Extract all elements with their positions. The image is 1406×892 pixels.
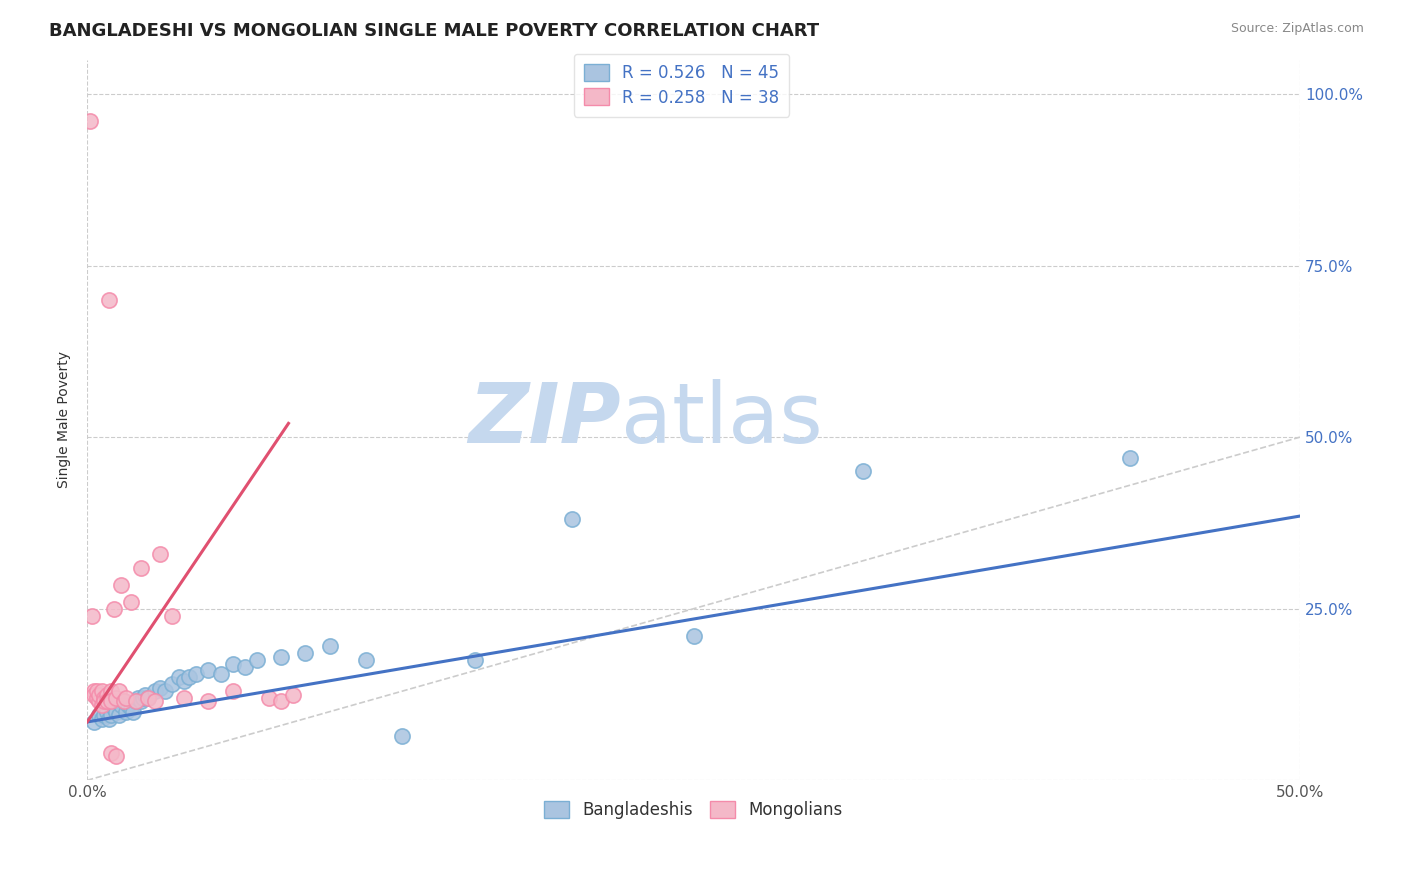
- Point: [112, 694, 135, 708]
- Point: [100, 746, 122, 760]
- Point: [98, 712, 121, 726]
- Point: [124, 694, 146, 708]
- Point: [136, 690, 159, 705]
- Point: [83, 688, 105, 702]
- Point: [257, 690, 280, 705]
- Point: [143, 684, 166, 698]
- Point: [149, 547, 172, 561]
- Point: [96, 705, 118, 719]
- Text: Source: ZipAtlas.com: Source: ZipAtlas.com: [1230, 22, 1364, 36]
- Point: [246, 653, 269, 667]
- Point: [173, 673, 195, 688]
- Point: [294, 646, 316, 660]
- Point: [124, 694, 146, 708]
- Point: [90, 712, 112, 726]
- Point: [89, 688, 111, 702]
- Point: [105, 705, 128, 719]
- Point: [129, 694, 152, 708]
- Point: [197, 664, 219, 678]
- Point: [79, 114, 101, 128]
- Point: [96, 688, 118, 702]
- Point: [222, 657, 245, 671]
- Point: [89, 694, 111, 708]
- Point: [1119, 450, 1142, 465]
- Point: [682, 629, 704, 643]
- Point: [93, 690, 115, 705]
- Point: [115, 705, 138, 719]
- Point: [122, 705, 145, 719]
- Point: [110, 698, 132, 712]
- Point: [129, 560, 152, 574]
- Point: [197, 694, 219, 708]
- Point: [270, 694, 292, 708]
- Point: [136, 690, 159, 705]
- Point: [120, 595, 142, 609]
- Point: [105, 749, 128, 764]
- Point: [120, 701, 142, 715]
- Point: [354, 653, 377, 667]
- Point: [143, 694, 166, 708]
- Point: [107, 684, 129, 698]
- Point: [103, 601, 125, 615]
- Point: [233, 660, 256, 674]
- Point: [169, 670, 191, 684]
- Point: [283, 688, 305, 702]
- Point: [93, 708, 115, 723]
- Point: [173, 690, 195, 705]
- Point: [83, 714, 105, 729]
- Text: atlas: atlas: [621, 379, 823, 460]
- Point: [89, 708, 111, 723]
- Point: [80, 608, 103, 623]
- Point: [86, 690, 108, 705]
- Point: [105, 690, 128, 705]
- Point: [160, 677, 183, 691]
- Point: [107, 708, 129, 723]
- Point: [149, 681, 172, 695]
- Text: BANGLADESHI VS MONGOLIAN SINGLE MALE POVERTY CORRELATION CHART: BANGLADESHI VS MONGOLIAN SINGLE MALE POV…: [49, 22, 820, 40]
- Legend: Bangladeshis, Mongolians: Bangladeshis, Mongolians: [538, 795, 849, 826]
- Point: [100, 708, 122, 723]
- Point: [86, 684, 108, 698]
- Point: [134, 688, 156, 702]
- Point: [117, 698, 139, 712]
- Point: [103, 701, 125, 715]
- Point: [100, 694, 122, 708]
- Point: [319, 640, 342, 654]
- Point: [186, 667, 208, 681]
- Point: [96, 694, 118, 708]
- Point: [132, 690, 155, 705]
- Point: [110, 577, 132, 591]
- Point: [177, 670, 200, 684]
- Point: [115, 690, 138, 705]
- Point: [160, 608, 183, 623]
- Point: [127, 690, 149, 705]
- Y-axis label: Single Male Poverty: Single Male Poverty: [58, 351, 72, 489]
- Point: [93, 694, 115, 708]
- Point: [83, 684, 105, 698]
- Point: [98, 293, 121, 307]
- Point: [561, 512, 583, 526]
- Point: [90, 684, 112, 698]
- Point: [852, 465, 875, 479]
- Point: [90, 698, 112, 712]
- Point: [153, 684, 176, 698]
- Text: ZIP: ZIP: [468, 379, 621, 460]
- Point: [100, 684, 122, 698]
- Point: [270, 649, 292, 664]
- Point: [222, 684, 245, 698]
- Point: [209, 667, 232, 681]
- Point: [112, 694, 135, 708]
- Point: [464, 653, 486, 667]
- Point: [391, 729, 413, 743]
